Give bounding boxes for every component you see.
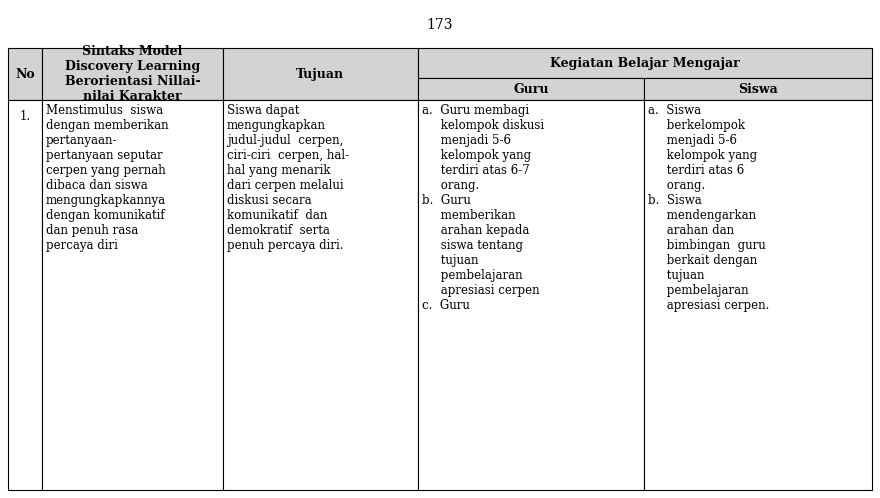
Bar: [418, 48, 872, 78]
Bar: [223, 100, 418, 490]
Bar: [418, 100, 644, 490]
Bar: [41, 100, 223, 490]
Text: Guru: Guru: [513, 83, 549, 96]
Bar: [644, 78, 872, 100]
Text: a.  Guru membagi
     kelompok diskusi
     menjadi 5-6
     kelompok yang
     : a. Guru membagi kelompok diskusi menjadi…: [422, 104, 544, 312]
Bar: [8, 100, 41, 490]
Text: Siswa dapat
mengungkapkan
judul-judul  cerpen,
ciri-ciri  cerpen, hal-
hal yang : Siswa dapat mengungkapkan judul-judul ce…: [227, 104, 349, 252]
Text: a.  Siswa
     berkelompok
     menjadi 5-6
     kelompok yang
     terdiri atas: a. Siswa berkelompok menjadi 5-6 kelompo…: [649, 104, 770, 312]
Bar: [223, 48, 418, 100]
Text: Siswa: Siswa: [738, 83, 778, 96]
Text: Menstimulus  siswa
dengan memberikan
pertanyaan-
pertanyaan seputar
cerpen yang : Menstimulus siswa dengan memberikan pert…: [46, 104, 168, 252]
Text: 1.: 1.: [19, 110, 31, 123]
Text: Tujuan: Tujuan: [297, 68, 344, 81]
Text: No: No: [15, 68, 34, 81]
Text: Sintaks Model
Discovery Learning
Berorientasi Nillai-
nilai Karakter: Sintaks Model Discovery Learning Berorie…: [64, 45, 200, 103]
Bar: [418, 78, 644, 100]
Text: Kegiatan Belajar Mengajar: Kegiatan Belajar Mengajar: [550, 56, 740, 70]
Bar: [644, 100, 872, 490]
Text: 173: 173: [427, 18, 453, 32]
Bar: [8, 48, 41, 100]
Bar: [41, 48, 223, 100]
